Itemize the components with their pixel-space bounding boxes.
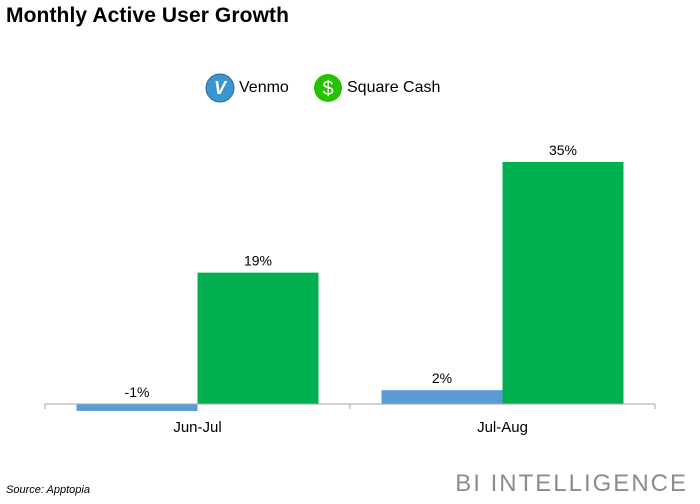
bar-venmo-jun-jul [76,404,198,411]
bar-square-cash-jul-aug [502,162,624,404]
category-label-jun-jul: Jun-Jul [173,419,221,436]
data-label-venmo-jul-aug: 2% [432,370,452,386]
data-label-square-cash-jun-jul: 19% [244,253,272,269]
category-label-jul-aug: Jul-Aug [477,419,528,436]
brand-logo: BI INTELLIGENCE [455,470,688,497]
svg-text:V: V [214,78,228,98]
legend: V Venmo $ Square Cash [0,70,700,110]
svg-text:$: $ [322,78,333,100]
legend-label-venmo: Venmo [239,79,289,96]
data-label-square-cash-jul-aug: 35% [549,142,577,158]
venmo-logo-icon: V [205,73,235,103]
source-note: Source: Apptopia [6,484,90,496]
square-cash-logo-icon: $ [314,74,342,102]
bar-square-cash-jun-jul [197,272,319,404]
bar-venmo-jul-aug [381,390,503,404]
data-label-venmo-jun-jul: -1% [125,384,150,400]
legend-item-venmo: V Venmo [205,70,289,106]
chart-title: Monthly Active User Growth [6,4,290,27]
legend-item-square-cash: $ Square Cash [313,70,440,106]
legend-label-square-cash: Square Cash [347,79,441,96]
